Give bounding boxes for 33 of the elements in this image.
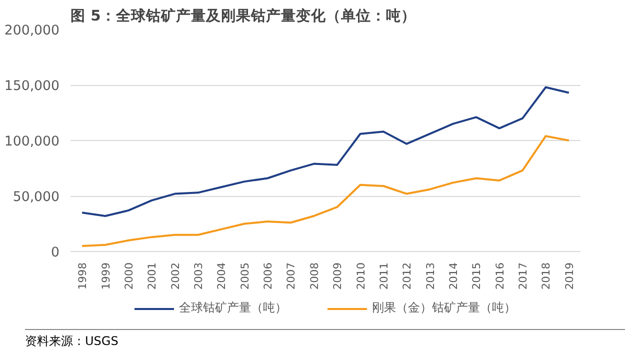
text: 资料来源：USGS (25, 333, 118, 350)
x-tick-label: 2018 (540, 262, 553, 290)
x-tick-label: 2000 (122, 262, 136, 290)
x-tick-label: 2015 (470, 262, 484, 290)
y-tick-label: 50,000 (12, 190, 60, 205)
x-tick-label: 2008 (308, 262, 321, 290)
legend-label: 刚果（金）钴矿产量（吨） (372, 300, 516, 316)
x-tick-label: 2002 (168, 262, 182, 290)
x-tick-label: 2003 (192, 262, 205, 290)
x-tick-label: 2006 (262, 262, 275, 290)
line-series (81, 86, 570, 217)
x-tick-label: 2009 (331, 262, 344, 290)
x-tick-label: 1999 (99, 262, 112, 290)
x-tick-label: 2019 (562, 262, 576, 290)
x-tick-label: 1998 (76, 262, 90, 290)
y-tick-label: 150,000 (4, 79, 60, 94)
y-tick-label: 100,000 (4, 134, 60, 150)
y-tick-label: 0 (51, 246, 60, 260)
x-tick-label: 2011 (377, 262, 390, 290)
x-tick-label: 2014 (447, 262, 460, 290)
x-tick-label: 2005 (238, 262, 252, 290)
x-tick-label: 2016 (493, 262, 506, 290)
x-tick-label: 2017 (516, 262, 530, 290)
x-tick-label: 2007 (284, 262, 298, 290)
x-tick-label: 2013 (424, 262, 437, 290)
y-tick-label: 200,000 (4, 24, 60, 38)
x-tick-label: 2012 (400, 262, 414, 290)
line-series (81, 135, 570, 247)
x-tick-label: 2001 (146, 262, 159, 290)
chart-title: 图 5：全球钴矿产量及刚果钴产量变化（单位：吨） (70, 6, 416, 24)
x-tick-label: 2004 (215, 262, 228, 290)
legend-label: 全球钴矿产量（吨） (179, 300, 287, 316)
x-tick-label: 2010 (354, 262, 368, 290)
